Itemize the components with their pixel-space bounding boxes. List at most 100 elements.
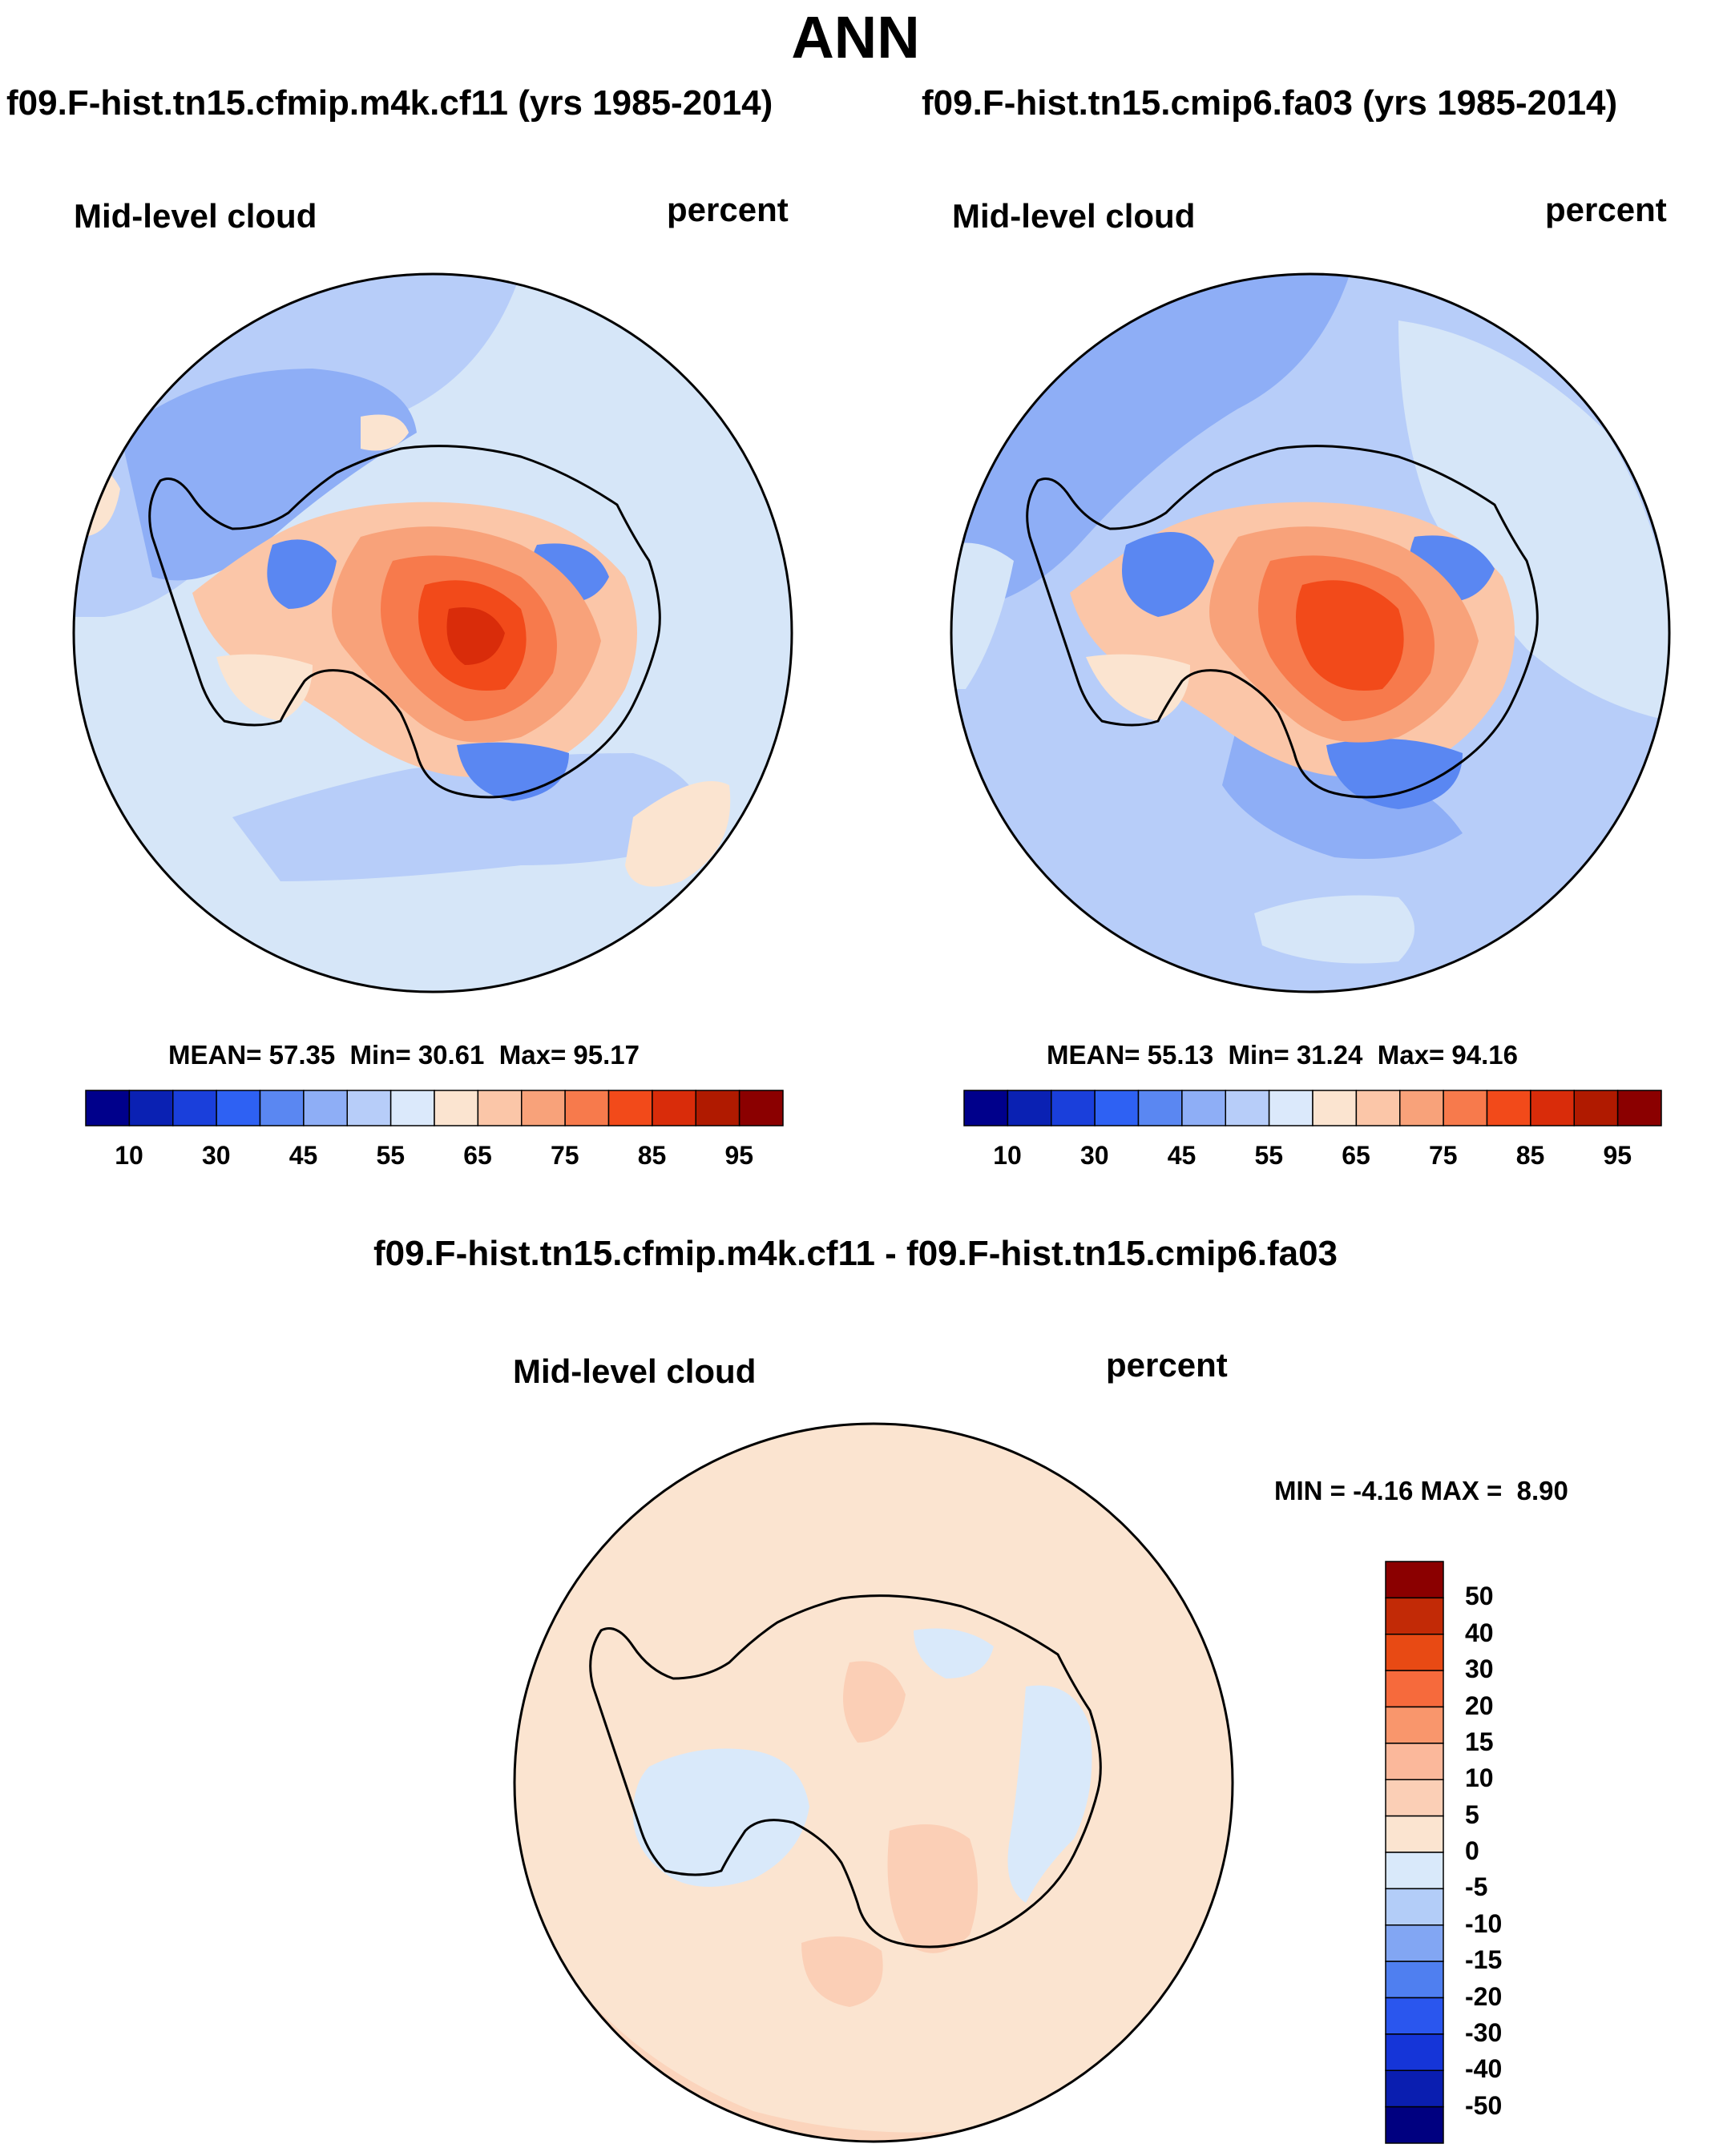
right-colorbar-tick-label: 45 [1167,1141,1196,1170]
left-colorbar-box [346,1090,392,1126]
left-continent-cold-lobe-1 [267,539,337,609]
left-colorbar-box [477,1090,523,1126]
diff-max-label: MAX = [1420,1476,1503,1505]
right-colorbar-box [1312,1090,1358,1126]
left-case-title: f09.F-hist.tn15.cfmip.m4k.cf11 (yrs 1985… [6,83,773,123]
diff-colorbar-box [1385,1743,1444,1780]
right-colorbar [963,1090,1662,1126]
right-colorbar-box [1486,1090,1531,1126]
left-colorbar-box [216,1090,261,1126]
right-stats: MEAN= 55.13 Min= 31.24 Max= 94.16 [1047,1040,1518,1070]
diff-units-label: percent [1106,1346,1228,1384]
diff-colorbar-box [1385,2106,1444,2144]
diff-map-border [513,1422,1234,2143]
right-field-band-3 [1398,320,1669,721]
left-colorbar-box [259,1090,305,1126]
left-colorbar-tick-label: 55 [376,1141,406,1170]
left-colorbar-tick-label: 85 [637,1141,667,1170]
right-units-label: percent [1545,191,1667,228]
diff-field-warm-region-3 [801,1936,883,2007]
left-colorbar-tick-label: 30 [201,1141,231,1170]
diff-min-value: -4.16 [1353,1476,1414,1505]
right-colorbar-tick-label: 65 [1342,1141,1370,1170]
diff-min-label: MIN = [1274,1476,1346,1505]
left-colorbar-box [128,1090,174,1126]
right-max-label: Max= [1377,1040,1445,1070]
diff-colorbar-tick-label: -15 [1465,1945,1503,1975]
diff-field-cool-region-3 [1007,1685,1092,1903]
right-colorbar-box [1137,1090,1183,1126]
right-colorbar-tick-label: 75 [1428,1141,1458,1170]
right-colorbar-box [1530,1090,1575,1126]
left-colorbar-box [172,1090,217,1126]
diff-colorbar-box [1385,2069,1444,2108]
left-field-band-2 [120,369,417,581]
diff-colorbar-tick-label: -5 [1465,1872,1488,1902]
left-colorbar-box [521,1090,566,1126]
diff-field-cool-region-1 [633,1748,809,1887]
right-map-border [950,272,1671,993]
diff-field-cool-region-2 [914,1628,994,1678]
diff-colorbar-tick-label: -10 [1465,1908,1503,1938]
right-colorbar-box [1355,1090,1401,1126]
right-coastline [1026,445,1539,799]
diff-max-value: 8.90 [1516,1476,1568,1505]
right-colorbar-box [1268,1090,1314,1126]
diff-colorbar-box [1385,1779,1444,1817]
right-continent-warm-core-3 [1296,580,1404,691]
diff-field-warm-region-2 [887,1824,978,1953]
diff-colorbar-box [1385,1597,1444,1635]
diff-colorbar-tick-label: 30 [1465,1654,1494,1684]
left-colorbar [85,1090,784,1126]
right-min-label: Min= [1228,1040,1289,1070]
right-max-value: 94.16 [1451,1040,1518,1070]
right-mean-label: MEAN= [1047,1040,1140,1070]
right-colorbar-box [1573,1090,1619,1126]
diff-var-label: Mid-level cloud [513,1352,757,1390]
left-continent-warm-core-4 [446,607,505,665]
left-colorbar-box [607,1090,653,1126]
diff-colorbar-tick-label: -40 [1465,2054,1503,2084]
right-colorbar-tick-label: 85 [1515,1141,1545,1170]
left-colorbar-box [303,1090,348,1126]
left-colorbar-tick-label: 45 [289,1141,318,1170]
diff-colorbar-box [1385,1997,1444,2035]
left-colorbar-box [652,1090,696,1126]
diff-colorbar [1385,1561,1444,2144]
diff-colorbar-box [1385,1924,1444,1962]
left-field-band-3 [232,753,713,881]
diff-field-warm-region-1 [843,1661,906,1743]
diff-colorbar-box [1385,1561,1444,1599]
right-colorbar-tick-label: 10 [993,1141,1022,1170]
right-colorbar-box [1094,1090,1140,1126]
right-min-value: 31.24 [1296,1040,1363,1070]
right-field-band-4 [951,542,1014,689]
diff-colorbar-box [1385,1961,1444,1999]
diff-colorbar-box [1385,1706,1444,1744]
left-field-patch-warm-3 [361,414,409,451]
diff-colorbar-box [1385,1815,1444,1853]
diff-coastline [589,1594,1102,1948]
diff-title: f09.F-hist.tn15.cfmip.m4k.cf11 - f09.F-h… [373,1234,1338,1273]
left-min-label: Min= [349,1040,411,1070]
left-colorbar-box [389,1090,435,1126]
right-colorbar-box [1051,1090,1096,1126]
right-colorbar-tick-label: 95 [1603,1141,1632,1170]
right-colorbar-box [1181,1090,1226,1126]
diff-colorbar-box [1385,2033,1444,2071]
left-colorbar-tick-label: 10 [115,1141,143,1170]
diff-field-warm-edge [515,1582,537,1662]
diff-colorbar-tick-label: 5 [1465,1799,1479,1829]
right-continent-cold-lobe-1 [1122,532,1214,617]
right-colorbar-box [963,1090,1009,1126]
right-field-band-6 [1254,895,1414,964]
left-stats: MEAN= 57.35 Min= 30.61 Max= 95.17 [168,1040,640,1070]
diff-colorbar-box [1385,1634,1444,1671]
diff-colorbar-box [1385,1888,1444,1926]
left-coastline [148,445,661,799]
left-mean-value: 57.35 [268,1040,336,1070]
diff-colorbar-tick-label: 10 [1465,1763,1494,1793]
right-colorbar-box [1443,1090,1488,1126]
right-var-label: Mid-level cloud [952,197,1196,235]
diff-colorbar-tick-label: 20 [1465,1691,1494,1720]
